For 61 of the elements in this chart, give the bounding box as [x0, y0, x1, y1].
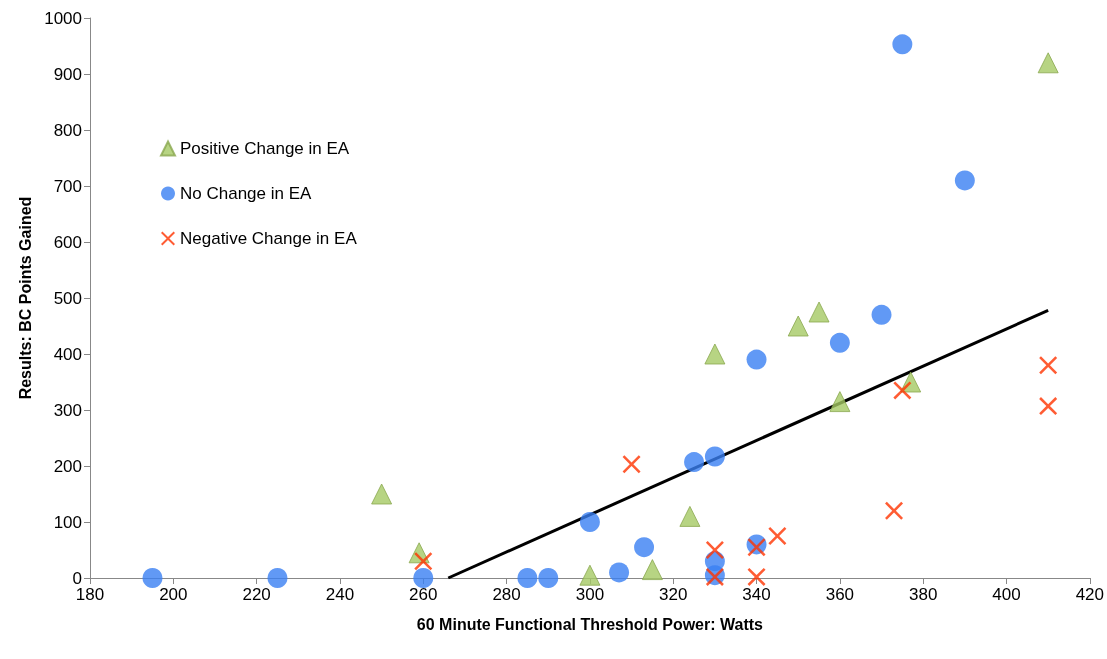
x-tick-label: 400: [992, 585, 1021, 604]
point: [1039, 356, 1058, 375]
x-tick-label: 340: [742, 585, 771, 604]
y-tick-label: 0: [72, 568, 82, 588]
point: [1037, 52, 1059, 74]
x-tick-label: 420: [1075, 585, 1105, 604]
point: [371, 483, 393, 505]
y-axis-title: Results: BC Points Gained: [16, 196, 34, 400]
legend-label: Negative Change in EA: [180, 229, 358, 248]
point: [641, 559, 663, 581]
x-tick-label: 300: [575, 585, 605, 604]
x-tick-label: 180: [75, 585, 105, 604]
point: [892, 34, 913, 55]
legend-label: Positive Change in EA: [180, 139, 350, 158]
point: [634, 537, 655, 558]
y-tick-label: 400: [53, 344, 82, 364]
point: [829, 332, 850, 353]
x-tick-label: 380: [908, 585, 938, 604]
x-tick-label: 260: [409, 585, 438, 604]
y-tick-label: 300: [53, 400, 82, 420]
y-tick-label: 200: [53, 456, 82, 476]
point: [885, 501, 904, 520]
x-tick-label: 200: [159, 585, 188, 604]
point: [704, 446, 725, 467]
x-tick-label: 320: [659, 585, 688, 604]
x-axis-title: 60 Minute Functional Threshold Power: Watts: [416, 615, 764, 633]
point: [808, 301, 830, 323]
point: [829, 391, 851, 413]
y-tick-label: 800: [53, 120, 82, 140]
point: [679, 505, 701, 527]
point: [413, 568, 434, 588]
point: [704, 343, 726, 365]
y-tick-label: 700: [53, 176, 82, 196]
point: [517, 568, 538, 588]
point: [747, 567, 766, 586]
point: [267, 568, 288, 588]
x-tick-label: 220: [242, 585, 271, 604]
point: [579, 512, 600, 532]
y-tick-label: 900: [53, 64, 82, 84]
point: [622, 455, 641, 474]
x-tick-label: 280: [492, 585, 521, 604]
y-tick-label: 100: [53, 512, 82, 532]
point: [787, 315, 809, 337]
x-tick-label: 360: [825, 585, 855, 604]
point: [142, 568, 163, 588]
y-tick-label: 500: [53, 288, 82, 308]
point: [768, 527, 787, 545]
y-tick-label: 1000: [44, 8, 82, 28]
point: [609, 562, 630, 583]
point: [579, 564, 601, 586]
legend-label: No Change in EA: [180, 184, 313, 203]
point: [871, 304, 892, 325]
x-tick-label: 240: [325, 585, 355, 604]
point: [954, 170, 975, 191]
point: [746, 349, 767, 370]
point: [538, 568, 559, 588]
point: [684, 452, 705, 473]
point: [1039, 397, 1058, 416]
point: [893, 381, 912, 400]
point: [414, 552, 433, 571]
y-tick-label: 600: [53, 232, 82, 252]
